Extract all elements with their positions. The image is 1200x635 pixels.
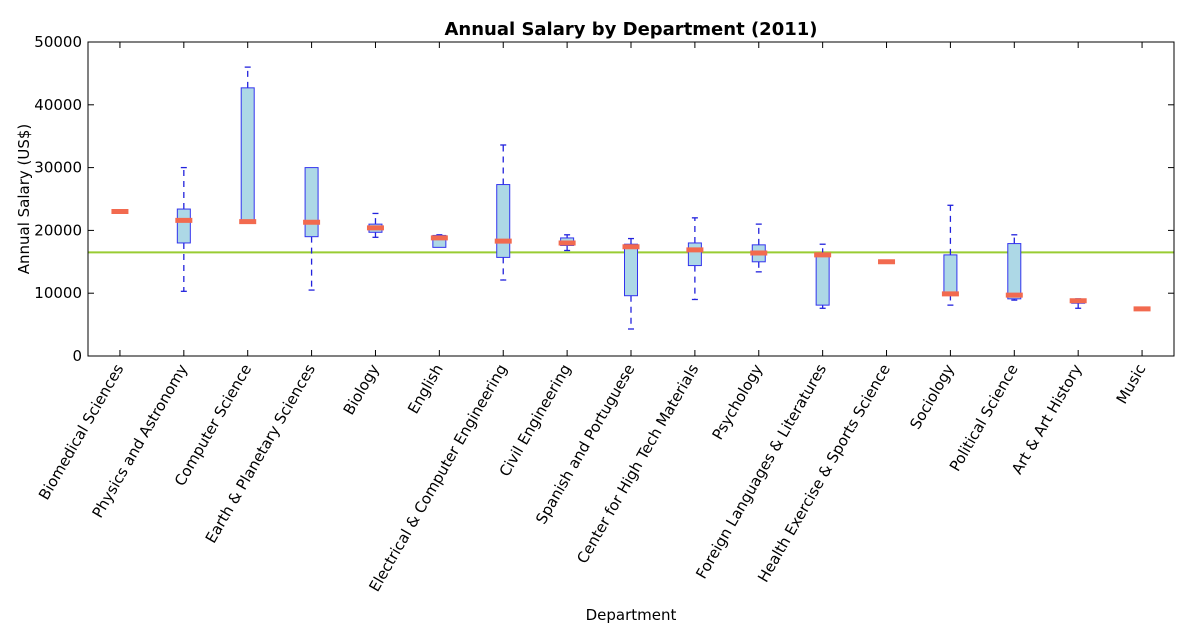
box xyxy=(624,243,638,297)
x-tick-label: Sociology xyxy=(906,361,958,432)
chart-title: Annual Salary by Department (2011) xyxy=(444,19,817,40)
box xyxy=(943,254,958,295)
y-tick-label: 40000 xyxy=(34,96,82,114)
x-tick-label: English xyxy=(404,361,447,417)
y-tick-label: 10000 xyxy=(34,284,82,302)
y-tick-label: 50000 xyxy=(34,33,82,51)
x-tick-label: Earth & Planetary Sciences xyxy=(202,361,319,546)
x-axis-label: Department xyxy=(586,606,677,624)
x-tick-label: Civil Engineering xyxy=(496,361,575,480)
x-tick-label: Health Exercise & Sports Science xyxy=(754,361,894,585)
y-tick-label: 0 xyxy=(72,347,82,365)
box xyxy=(496,184,511,258)
box xyxy=(176,208,191,244)
x-tick-label: Center for High Tech Materials xyxy=(573,361,702,567)
y-tick-label: 30000 xyxy=(34,159,82,177)
x-tick-label: Art & Art History xyxy=(1008,361,1086,477)
x-tick-label: Political Science xyxy=(946,361,1022,474)
x-tick-label: Biology xyxy=(340,361,383,418)
box xyxy=(1007,243,1022,300)
box xyxy=(240,87,255,223)
x-tick-label: Foreign Languages & Literatures xyxy=(692,361,830,582)
box xyxy=(815,253,830,306)
box xyxy=(687,242,702,267)
box xyxy=(432,234,447,248)
y-tick-label: 20000 xyxy=(34,221,82,239)
x-tick-label: Electrical & Computer Engineering xyxy=(365,361,510,595)
y-axis-label: Annual Salary (US$) xyxy=(15,124,33,275)
x-tick-label: Psychology xyxy=(709,361,767,443)
box xyxy=(304,167,319,238)
x-tick-label: Music xyxy=(1113,361,1150,407)
plot-frame xyxy=(87,41,1175,357)
